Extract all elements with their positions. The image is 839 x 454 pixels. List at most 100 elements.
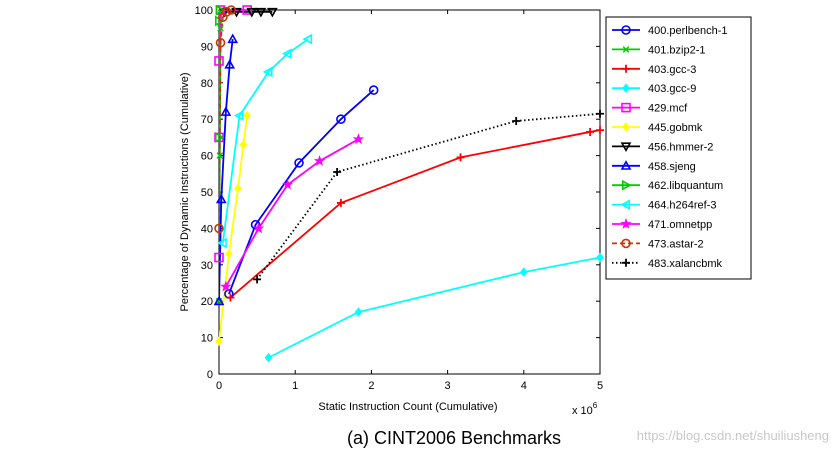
legend-item: 464.h264ref-3 <box>612 199 717 212</box>
data-point <box>213 295 225 306</box>
y-tick-label: 30 <box>201 260 213 272</box>
legend-label: 483.xalancbmk <box>648 258 722 270</box>
series-line-9 <box>221 38 309 244</box>
y-tick-label: 60 <box>201 151 213 163</box>
legend-item: 400.perlbench-1 <box>612 25 728 37</box>
legend-item: 458.sjeng <box>612 160 696 173</box>
markers-layer <box>213 4 604 363</box>
data-point <box>368 85 379 95</box>
data-point <box>220 106 232 116</box>
legend-label: 401.bzip2-1 <box>648 44 706 56</box>
data-point <box>294 158 304 168</box>
legend-item: 456.hmmer-2 <box>612 141 713 153</box>
data-point <box>620 218 632 229</box>
data-point <box>352 133 365 145</box>
x-tick-label: 3 <box>445 380 451 392</box>
legend-label: 403.gcc-3 <box>648 64 696 76</box>
data-point <box>620 142 632 153</box>
data-point <box>281 178 294 190</box>
data-point <box>253 275 262 284</box>
legend-label: 462.libquantum <box>648 180 723 192</box>
series-line-11 <box>219 10 232 229</box>
data-point <box>596 109 604 118</box>
data-point <box>596 126 604 135</box>
data-point <box>220 280 232 292</box>
data-point <box>622 258 630 267</box>
data-point <box>586 127 595 136</box>
data-point <box>519 267 528 277</box>
data-point <box>217 24 224 32</box>
legend-item: 403.gcc-3 <box>612 64 696 76</box>
legend-item: 473.astar-2 <box>612 238 704 250</box>
data-point <box>225 249 233 259</box>
data-point <box>215 4 226 16</box>
data-point <box>224 58 236 69</box>
data-point <box>215 193 227 204</box>
legend-item: 429.mcf <box>612 103 688 115</box>
y-tick-label: 100 <box>195 5 213 17</box>
legend-label: 473.astar-2 <box>648 238 704 250</box>
x-scale-base: x 10 <box>572 405 593 417</box>
data-point <box>226 5 236 15</box>
y-tick-label: 10 <box>201 333 213 345</box>
data-point <box>239 139 248 150</box>
series-line-3 <box>268 256 600 359</box>
data-point <box>262 66 273 78</box>
y-axis-label: Percentage of Dynamic Instructions (Cumu… <box>179 72 191 311</box>
data-point <box>622 83 630 94</box>
legend-label: 471.omnetpp <box>648 219 712 231</box>
x-scale-exponent: 6 <box>593 401 598 410</box>
caption: (a) CINT2006 Benchmarks <box>347 428 561 448</box>
legend-label: 445.gobmk <box>648 122 703 134</box>
data-point <box>255 7 267 18</box>
y-tick-label: 90 <box>201 41 213 53</box>
data-point <box>216 152 224 159</box>
data-point <box>214 252 224 263</box>
data-point <box>620 160 632 170</box>
legend-item: 483.xalancbmk <box>612 258 722 270</box>
series-line-7 <box>219 39 234 302</box>
data-point <box>302 33 313 45</box>
data-point <box>456 153 465 162</box>
data-point <box>250 219 261 230</box>
data-point <box>596 252 604 263</box>
watermark: https://blog.csdn.net/shuiliusheng <box>637 428 829 443</box>
data-point <box>621 238 631 249</box>
data-point <box>264 352 273 363</box>
legend-label: 458.sjeng <box>648 161 696 173</box>
x-scale-note: x 106 <box>572 401 598 417</box>
legend-item: 401.bzip2-1 <box>612 44 706 56</box>
y-tick-label: 70 <box>201 114 213 126</box>
legend-label: 456.hmmer-2 <box>648 141 713 153</box>
y-tick-label: 0 <box>207 369 213 381</box>
legend-item: 403.gcc-9 <box>612 83 696 95</box>
data-point <box>313 155 326 166</box>
data-point <box>621 102 631 113</box>
legend-label: 403.gcc-9 <box>648 83 696 95</box>
x-tick-label: 0 <box>216 380 222 392</box>
data-point <box>215 336 223 347</box>
legend-label: 400.perlbench-1 <box>648 25 728 37</box>
legend-box <box>605 16 752 280</box>
data-point <box>621 25 631 35</box>
data-point <box>281 48 292 60</box>
data-point <box>622 46 630 53</box>
data-point <box>512 117 521 126</box>
data-point <box>233 110 244 121</box>
x-tick-label: 5 <box>597 380 603 392</box>
data-point <box>246 7 258 18</box>
y-tick-label: 50 <box>201 187 213 199</box>
data-point <box>214 56 224 66</box>
data-point <box>333 167 342 176</box>
data-point <box>621 179 632 191</box>
legend-items: 400.perlbench-1 401.bzip2-1 403.gcc-3 403.g… <box>612 25 728 270</box>
y-tick-label: 20 <box>201 296 213 308</box>
legend-item: 462.libquantum <box>612 179 723 192</box>
x-tick-label: 1 <box>292 380 298 392</box>
data-point <box>622 122 630 132</box>
data-point <box>226 293 235 302</box>
legend: 400.perlbench-1 401.bzip2-1 403.gcc-3 403.g… <box>605 16 752 280</box>
x-axis-label: Static Instruction Count (Cumulative) <box>318 401 497 413</box>
data-point <box>243 110 252 121</box>
